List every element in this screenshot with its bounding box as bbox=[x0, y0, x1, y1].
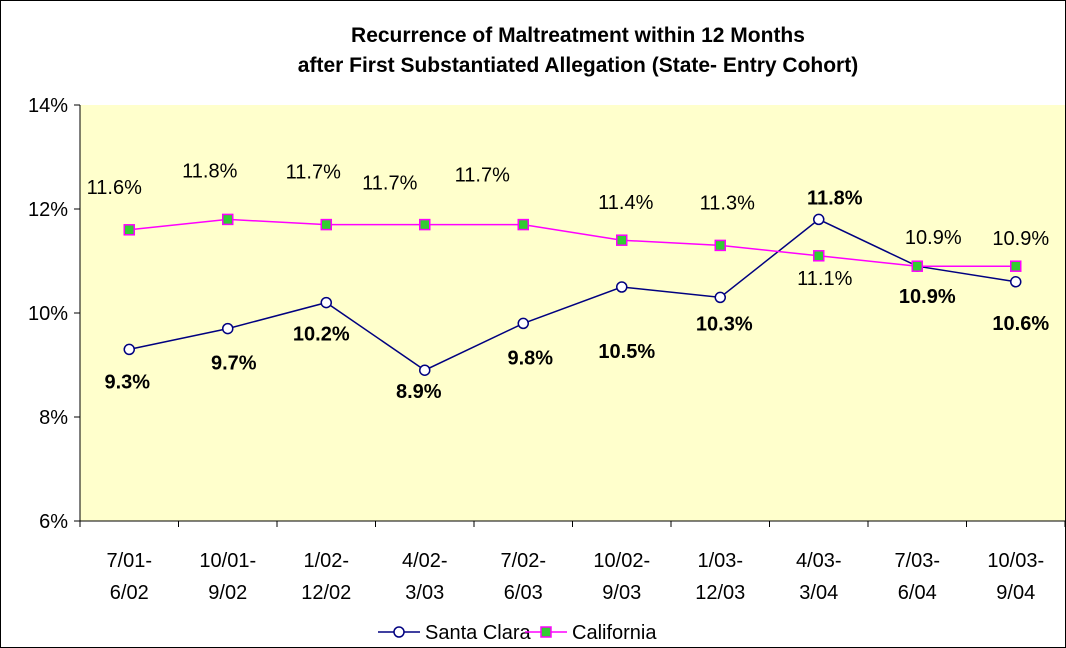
plot-area bbox=[80, 105, 1065, 521]
x-tick-label: 1/02-12/02 bbox=[301, 550, 351, 604]
data-label: 11.7% bbox=[455, 165, 510, 187]
y-tick-label: 6% bbox=[39, 511, 68, 533]
marker bbox=[419, 364, 431, 376]
marker bbox=[911, 260, 923, 272]
marker bbox=[123, 343, 135, 356]
data-label: 11.4% bbox=[598, 192, 653, 214]
x-tick-label: 10/03-9/04 bbox=[987, 550, 1044, 604]
data-label: 11.1% bbox=[797, 268, 852, 290]
legend-label: California bbox=[572, 622, 657, 644]
data-label: 11.3% bbox=[700, 192, 755, 214]
series-line bbox=[129, 218, 1016, 372]
data-label: 10.2% bbox=[293, 324, 350, 346]
data-label: 8.9% bbox=[396, 381, 442, 403]
legend-marker bbox=[540, 626, 552, 638]
x-tick-label: 7/03-6/04 bbox=[894, 550, 940, 604]
marker bbox=[714, 239, 726, 252]
marker bbox=[320, 218, 332, 231]
x-tick-label: 4/02-3/03 bbox=[402, 550, 448, 604]
data-label: 11.8% bbox=[182, 160, 237, 182]
marker bbox=[714, 291, 726, 304]
y-tick-label: 14% bbox=[28, 95, 68, 117]
marker bbox=[222, 322, 234, 335]
marker bbox=[222, 213, 234, 226]
marker bbox=[1010, 260, 1022, 272]
x-tick-label: 4/03-3/04 bbox=[796, 550, 842, 604]
data-label: 11.8% bbox=[807, 187, 863, 209]
data-label: 9.3% bbox=[104, 371, 150, 393]
marker bbox=[517, 218, 529, 231]
marker bbox=[123, 224, 135, 236]
marker bbox=[320, 296, 332, 309]
x-tick-label: 1/03-12/03 bbox=[695, 550, 745, 604]
marker bbox=[419, 218, 431, 231]
data-label: 10.5% bbox=[598, 341, 655, 363]
chart-title: Recurrence of Maltreatment within 12 Mon… bbox=[298, 24, 858, 77]
marker bbox=[1010, 276, 1022, 288]
data-label: 10.3% bbox=[696, 313, 753, 335]
y-tick-label: 10% bbox=[28, 303, 68, 325]
data-label: 10.9% bbox=[899, 286, 956, 308]
data-label: 9.8% bbox=[507, 347, 553, 369]
y-tick-label: 12% bbox=[28, 199, 68, 221]
data-label: 10.9% bbox=[992, 228, 1049, 250]
x-tick-label: 7/02-6/03 bbox=[500, 550, 546, 604]
marker bbox=[616, 281, 628, 293]
marker bbox=[616, 234, 628, 246]
data-label: 11.7% bbox=[286, 162, 341, 184]
data-label: 10.9% bbox=[905, 227, 962, 249]
series-line bbox=[129, 218, 1016, 267]
legend-marker bbox=[393, 626, 405, 638]
data-label: 11.6% bbox=[87, 177, 142, 199]
marker bbox=[813, 250, 825, 262]
marker bbox=[813, 213, 825, 226]
x-tick-label: 7/01-6/02 bbox=[106, 550, 152, 604]
legend-label: Santa Clara bbox=[425, 622, 531, 644]
x-tick-label: 10/02-9/03 bbox=[593, 550, 650, 604]
x-tick-label: 10/01-9/02 bbox=[199, 550, 256, 604]
data-label: 10.6% bbox=[992, 313, 1049, 335]
marker bbox=[517, 317, 529, 330]
y-tick-label: 8% bbox=[39, 407, 68, 429]
data-label: 9.7% bbox=[211, 353, 257, 375]
data-label: 11.7% bbox=[362, 173, 417, 195]
